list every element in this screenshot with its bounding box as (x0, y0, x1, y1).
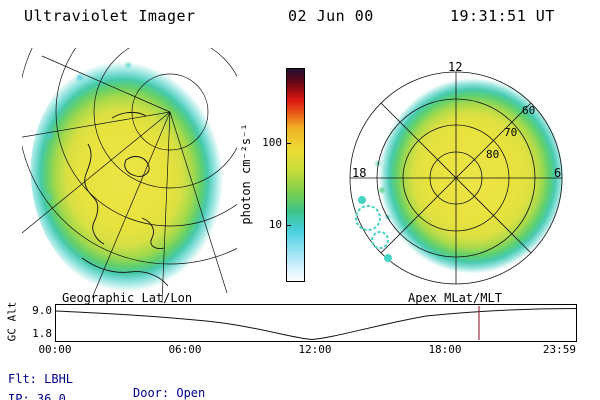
colorbar (286, 68, 305, 282)
coastlines (81, 111, 169, 287)
latitude-circles (22, 48, 237, 265)
longitude-lines (22, 55, 228, 303)
colorbar-tick-10: 10 (268, 218, 282, 231)
mlt-label-18: 18 (352, 166, 367, 180)
geographic-graticule (22, 48, 237, 303)
mlt-label-6: 6 (554, 166, 562, 180)
auroral-image-polar (370, 77, 563, 283)
mlt-label-12: 12 (448, 60, 463, 74)
geo-panel-title: Geographic Lat/Lon (62, 291, 193, 305)
app-title: Ultraviolet Imager (24, 7, 196, 25)
colorbar-tickmark-100 (286, 143, 291, 144)
date-label: 02 Jun 00 (288, 7, 374, 25)
strip-xtick-0000: 00:00 (38, 343, 72, 356)
colorbar-tickmark-10 (286, 225, 291, 226)
strip-ytick-max: 9.0 (32, 304, 52, 317)
geographic-image-panel (18, 45, 241, 306)
status-row-1: Flt: LBHL Door: Open Mode: Normal GC Alt… (0, 358, 600, 400)
status-door: Door: Open (133, 386, 206, 400)
detached-emission-speckles (355, 196, 392, 262)
strip-xtick-1200: 12:00 (298, 343, 332, 356)
polar-plot-panel: 12 18 6 60 70 80 (346, 60, 566, 288)
status-row-2: IP: 36.0 Gain: 13 Dsp: 5.2 Seq: 30 GLon:… (0, 378, 600, 400)
status-flt: Flt: LBHL (8, 372, 74, 386)
status-ip: IP: 36.0 (8, 392, 66, 400)
altitude-curve (56, 309, 576, 340)
strip-xtick-2359: 23:59 (542, 343, 576, 356)
strip-xtick-0600: 06:00 (168, 343, 202, 356)
time-label: 19:31:51 UT (450, 7, 555, 25)
mlt-spokes (350, 72, 562, 284)
strip-y-axis-label: GC Alt (5, 301, 19, 342)
mlat-label-60: 60 (522, 104, 536, 117)
colorbar-tick-100: 100 (262, 136, 282, 149)
strip-ytick-min: 1.8 (32, 327, 52, 340)
altitude-curve-plot (56, 305, 576, 341)
mlat-label-70: 70 (504, 126, 518, 139)
mlat-label-80: 80 (486, 148, 500, 161)
polar-grid (349, 71, 563, 285)
polar-panel-title: Apex MLat/MLT (408, 291, 502, 305)
strip-xtick-1800: 18:00 (428, 343, 462, 356)
altitude-strip-chart (55, 304, 577, 342)
